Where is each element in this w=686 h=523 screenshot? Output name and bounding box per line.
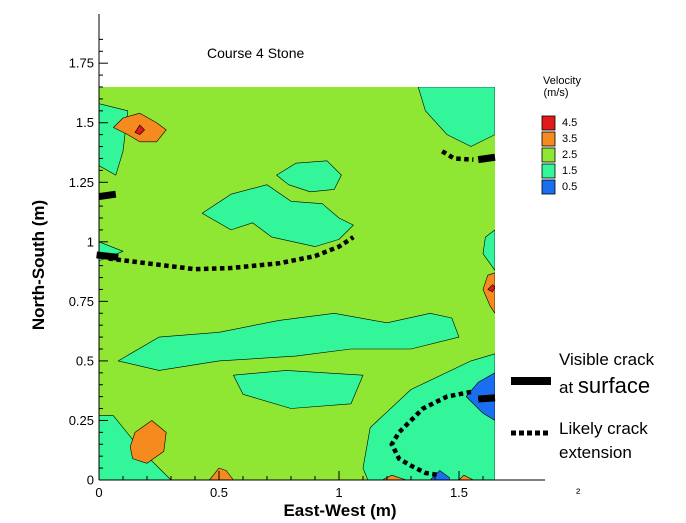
y-tick-label-3: 0.75 [69,294,94,309]
legend-label-0: 4.5 [562,117,577,129]
y-tick-label-7: 1.75 [69,56,94,71]
contour-region-4 [417,87,495,147]
x-tick-label-0: 0 [95,485,102,500]
y-tick-label-0: 0 [87,473,94,488]
y-tick-label-6: 1.5 [76,115,94,130]
visible-crack-2 [477,153,496,164]
contour-region-7 [482,229,495,271]
y-tick-label-1: 0.25 [69,413,94,428]
legend-entries: 4.5 3.5 2.5 1.5 0.5 [541,115,577,195]
visible-crack-3 [477,394,496,403]
likely-crack-1 [441,149,474,162]
contour-region-9 [276,160,342,193]
contour-region-0 [117,312,460,371]
x-tick-label-1: 0.5 [210,485,228,500]
contour-region-14 [129,420,167,464]
legend-label-4: 0.5 [562,181,577,193]
chart-title: Course 4 Stone [207,45,304,61]
legend-label-1: 3.5 [562,133,577,145]
visible-crack-label-line1: Visible crack [559,350,655,369]
contour-region-8 [201,184,354,247]
y-tick-label-4: 1 [87,234,94,249]
y-tick-label-5: 1.25 [69,175,94,190]
legend-label-2: 2.5 [562,149,577,161]
legend-title-line1: Velocity [543,75,581,87]
axes: 0 0.5 1 1.5 0 0.25 0.5 0.75 1 1.25 1.5 1.75 [69,14,545,500]
likely-crack-0 [108,235,355,272]
contour-plot-area [96,87,496,480]
visible-crack-label-at: at [559,378,578,397]
legend-title-line2: (m/s) [543,87,568,99]
visible-crack-0 [98,190,117,201]
corner-mark: ² [576,485,581,500]
visible-crack-label-line2: at surface [559,373,650,398]
contour-region-1 [233,370,364,409]
legend-swatch-0 [541,115,556,131]
y-tick-label-2: 0.5 [76,353,94,368]
legend-swatch-3 [541,163,556,179]
x-axis-title: East-West (m) [283,501,396,520]
contour-region-11 [134,124,145,135]
legend-swatch-2 [541,147,556,163]
colorbar-legend: Velocity (m/s) 4.5 3.5 2.5 1.5 0.5 [541,75,581,195]
contour-region-17 [458,474,474,480]
legend-swatch-4 [541,179,556,195]
x-tick-label-2: 1 [335,485,342,500]
contour-region-13 [487,284,495,293]
crack-key: Visible crack at surface Likely crack ex… [511,350,655,462]
legend-swatch-1 [541,131,556,147]
contour-region-15 [209,467,234,480]
y-axis-title: North-South (m) [29,200,48,330]
contour-region-12 [482,272,495,314]
likely-crack-2 [389,389,472,478]
visible-crack-label-surface: surface [578,373,650,398]
likely-crack-label-line2: extension [559,443,632,462]
likely-crack-label-line1: Likely crack [559,419,648,438]
x-tick-label-3: 1.5 [450,485,468,500]
visible-crack-1 [96,251,119,261]
legend-label-3: 1.5 [562,165,577,177]
